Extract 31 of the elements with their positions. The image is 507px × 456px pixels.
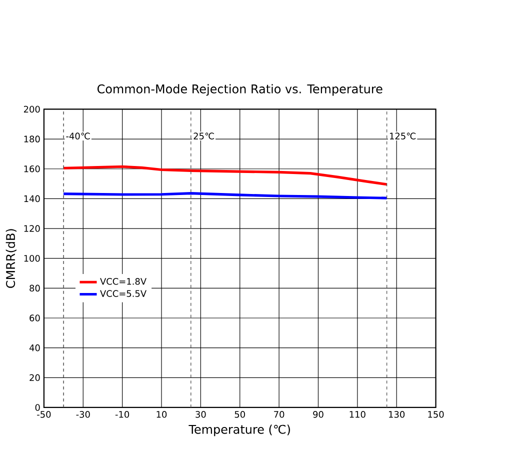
y-tick-label: 60 (30, 314, 40, 322)
ref-line-label: 125℃ (390, 132, 416, 140)
x-tick-label: 90 (313, 411, 324, 418)
x-tick-label: 130 (389, 411, 405, 418)
x-tick-label: 70 (274, 411, 284, 418)
y-tick-label: 40 (29, 344, 40, 352)
x-tick-label: 50 (234, 411, 245, 418)
x-tick-label: -50 (37, 411, 51, 418)
y-tick-label: 120 (24, 225, 40, 232)
y-tick-label: 140 (24, 195, 40, 202)
y-tick-label: 0 (35, 404, 40, 412)
chart-title: Common-Mode Rejection Ratio vs. Temperature (97, 84, 382, 96)
y-tick-label: 180 (24, 136, 40, 143)
x-tick-label: 30 (196, 411, 206, 418)
x-tick-label: 110 (350, 411, 366, 418)
x-tick-label: 10 (156, 411, 167, 418)
ref-line-label: -40℃ (66, 132, 90, 140)
y-tick-label: 200 (24, 106, 40, 113)
ref-line-label: 25℃ (194, 132, 214, 140)
x-tick-label: 150 (428, 411, 444, 418)
x-tick-label: -10 (115, 411, 130, 418)
y-tick-label: 80 (30, 284, 40, 292)
x-tick-label: -30 (76, 411, 90, 418)
x-axis-title: Temperature (℃) (188, 424, 290, 436)
legend-label: VCC=5.5V (100, 290, 146, 298)
line-series (62, 165, 388, 186)
y-tick-label: 100 (24, 255, 40, 262)
y-tick-label: 20 (30, 374, 40, 382)
y-axis-title: CMRR(dB) (6, 229, 16, 288)
legend-label: VCC=1.8V (100, 278, 146, 285)
y-tick-label: 160 (24, 166, 40, 172)
